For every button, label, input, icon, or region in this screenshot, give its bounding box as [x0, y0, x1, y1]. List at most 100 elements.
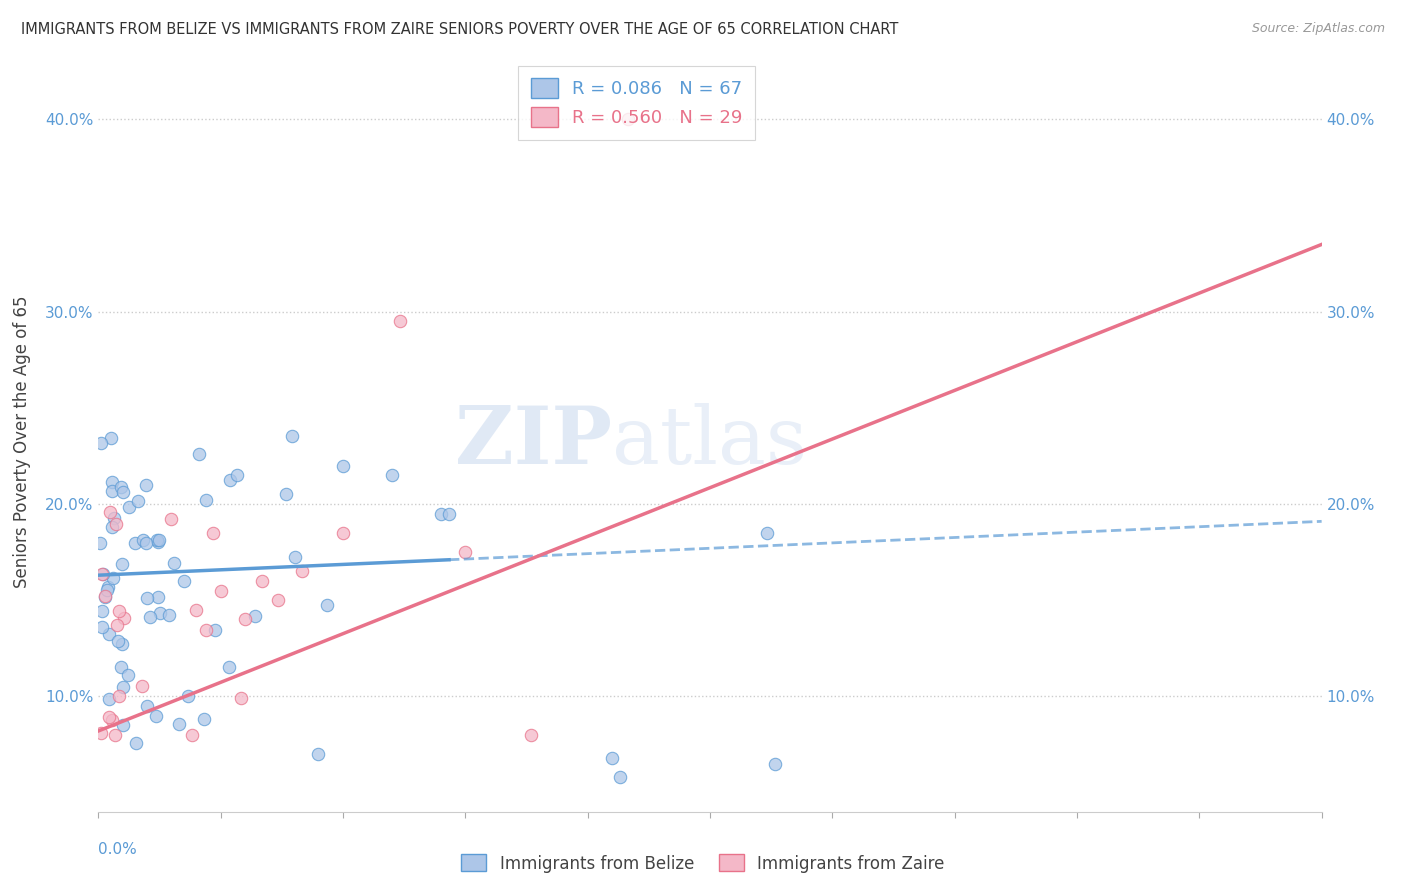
- Point: [193, 713, 215, 727]
- Point: [209, 583, 232, 598]
- Point: [430, 507, 453, 521]
- Point: [145, 708, 167, 723]
- Point: [90, 566, 112, 581]
- Point: [316, 598, 339, 612]
- Point: [267, 593, 290, 607]
- Point: [96, 583, 118, 598]
- Point: [437, 507, 460, 521]
- Point: [107, 634, 129, 648]
- Point: [89, 536, 111, 550]
- Point: [135, 536, 157, 550]
- Point: [177, 690, 200, 704]
- Point: [181, 728, 204, 742]
- Point: [454, 545, 477, 559]
- Point: [136, 698, 159, 713]
- Point: [100, 520, 122, 534]
- Point: [125, 736, 148, 750]
- Point: [110, 480, 132, 494]
- Point: [146, 533, 169, 547]
- Point: [195, 624, 218, 638]
- Text: IMMIGRANTS FROM BELIZE VS IMMIGRANTS FROM ZAIRE SENIORS POVERTY OVER THE AGE OF : IMMIGRANTS FROM BELIZE VS IMMIGRANTS FRO…: [21, 22, 898, 37]
- Point: [600, 751, 623, 765]
- Point: [274, 487, 297, 501]
- Point: [98, 505, 121, 519]
- Point: [284, 549, 307, 564]
- Point: [519, 728, 541, 742]
- Point: [91, 567, 114, 582]
- Point: [117, 668, 139, 682]
- Point: [98, 626, 121, 640]
- Y-axis label: Seniors Poverty Over the Age of 65: Seniors Poverty Over the Age of 65: [13, 295, 31, 588]
- Point: [159, 511, 181, 525]
- Point: [204, 623, 226, 637]
- Point: [139, 610, 162, 624]
- Point: [167, 717, 190, 731]
- Point: [98, 692, 121, 706]
- Point: [124, 535, 146, 549]
- Point: [617, 112, 640, 127]
- Point: [111, 637, 134, 651]
- Point: [146, 591, 169, 605]
- Point: [101, 713, 124, 727]
- Point: [250, 574, 273, 588]
- Point: [111, 485, 134, 500]
- Point: [132, 533, 155, 548]
- Point: [97, 581, 120, 595]
- Point: [112, 611, 135, 625]
- Point: [218, 660, 240, 674]
- Text: atlas: atlas: [612, 402, 807, 481]
- Point: [90, 620, 112, 634]
- Point: [100, 483, 122, 498]
- Point: [307, 747, 329, 761]
- Point: [173, 574, 195, 589]
- Point: [94, 591, 117, 605]
- Point: [90, 726, 112, 740]
- Point: [291, 565, 314, 579]
- Point: [100, 475, 122, 489]
- Point: [118, 500, 141, 515]
- Point: [332, 525, 354, 540]
- Point: [105, 618, 128, 632]
- Point: [149, 606, 172, 620]
- Point: [609, 770, 631, 784]
- Point: [94, 589, 117, 603]
- Point: [148, 534, 170, 549]
- Point: [104, 728, 127, 742]
- Point: [202, 525, 225, 540]
- Point: [91, 604, 114, 618]
- Point: [108, 689, 131, 703]
- Point: [389, 314, 412, 328]
- Legend: Immigrants from Belize, Immigrants from Zaire: Immigrants from Belize, Immigrants from …: [454, 847, 952, 880]
- Legend: R = 0.086   N = 67, R = 0.560   N = 29: R = 0.086 N = 67, R = 0.560 N = 29: [517, 66, 755, 140]
- Point: [104, 516, 127, 531]
- Point: [162, 557, 184, 571]
- Text: ZIP: ZIP: [456, 402, 612, 481]
- Text: Source: ZipAtlas.com: Source: ZipAtlas.com: [1251, 22, 1385, 36]
- Point: [131, 679, 153, 693]
- Point: [97, 710, 120, 724]
- Point: [233, 612, 256, 626]
- Point: [108, 604, 131, 618]
- Point: [229, 690, 252, 705]
- Point: [381, 468, 404, 483]
- Point: [243, 609, 266, 624]
- Point: [100, 431, 122, 445]
- Point: [281, 429, 304, 443]
- Point: [186, 603, 208, 617]
- Point: [90, 436, 112, 450]
- Point: [111, 557, 134, 571]
- Point: [157, 607, 180, 622]
- Point: [103, 511, 125, 525]
- Point: [187, 447, 209, 461]
- Point: [111, 680, 134, 694]
- Point: [218, 473, 240, 487]
- Point: [148, 533, 170, 547]
- Point: [110, 660, 132, 674]
- Text: 0.0%: 0.0%: [98, 842, 138, 857]
- Point: [101, 571, 124, 585]
- Point: [195, 493, 218, 508]
- Point: [226, 468, 249, 483]
- Point: [136, 591, 159, 606]
- Point: [111, 718, 134, 732]
- Point: [756, 525, 779, 540]
